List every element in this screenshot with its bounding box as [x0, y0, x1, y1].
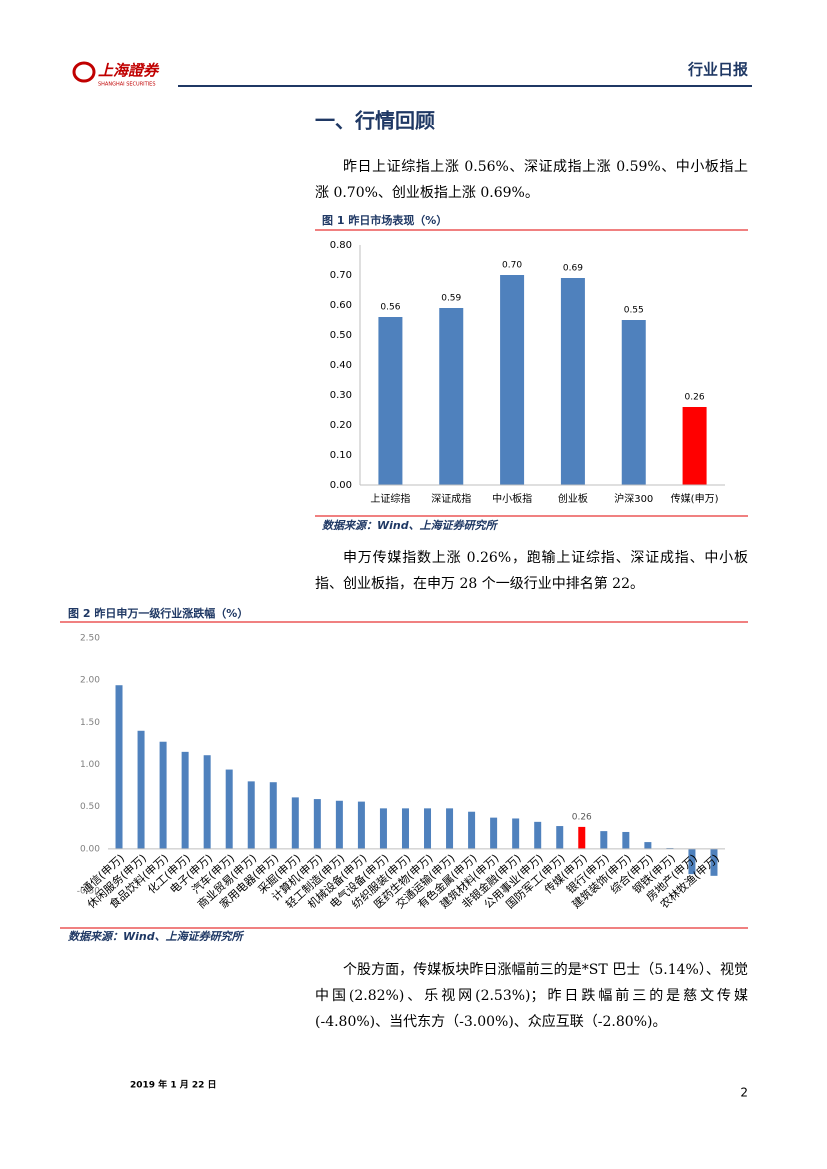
data-label: 0.26	[572, 812, 592, 822]
bar	[269, 782, 277, 849]
bar	[313, 799, 321, 849]
bar	[560, 278, 585, 485]
bar	[688, 848, 696, 875]
figure-source: 数据来源：Wind、上海证券研究所	[322, 519, 499, 532]
y-tick-label: 0.70	[330, 270, 352, 281]
y-tick-label: 0.50	[80, 802, 100, 812]
figure-caption: 图 1 昨日市场表现（%）	[322, 213, 447, 227]
bar	[115, 685, 123, 849]
bar	[710, 848, 718, 876]
footer-date: 2019 年 1 月 22 日	[130, 1079, 217, 1091]
bar	[621, 320, 646, 485]
x-tick-label: 传媒(申万)	[671, 492, 719, 505]
y-tick-label: 0.60	[330, 300, 352, 311]
y-tick-label: 0.10	[330, 450, 352, 461]
bar	[159, 741, 167, 849]
bar	[578, 826, 586, 849]
page-number: 2	[740, 1086, 748, 1100]
logo-subtext: SHANGHAI SECURITIES	[98, 82, 156, 88]
x-tick-label: 上证综指	[370, 492, 410, 505]
y-tick-label: 0.00	[80, 844, 100, 854]
bar	[357, 801, 365, 849]
bar	[401, 808, 409, 849]
logo-text: 上海證券	[98, 62, 160, 80]
x-tick-label: 中小板指	[492, 492, 532, 505]
bar	[446, 808, 454, 849]
x-tick-label: 创业板	[558, 492, 588, 505]
bar	[600, 831, 608, 849]
y-tick-label: 0.50	[330, 330, 352, 341]
bar	[291, 797, 299, 849]
bar	[225, 769, 233, 849]
bar	[534, 821, 542, 849]
data-label: 0.70	[502, 261, 522, 271]
y-tick-label: 0.00	[330, 480, 352, 491]
y-tick-label: -0.50	[77, 887, 101, 897]
bar	[137, 730, 145, 849]
bar	[378, 317, 403, 485]
bar	[644, 842, 652, 849]
figure-caption: 图 2 昨日申万一级行业涨跌幅（%）	[68, 606, 248, 620]
x-tick-label: 沪深300	[614, 492, 653, 505]
y-tick-label: 1.50	[80, 718, 100, 728]
bar	[500, 275, 525, 485]
bar	[203, 755, 211, 849]
y-tick-label: 2.00	[80, 676, 100, 686]
y-tick-label: 0.20	[330, 420, 352, 431]
bar	[512, 818, 520, 849]
report-type: 行业日报	[687, 61, 748, 79]
paragraph: 昨日上证综指上涨 0.56%、深证成指上涨 0.59%、中小板指上涨 0.70%…	[315, 159, 748, 201]
bar	[181, 751, 189, 849]
paragraph: 个股方面，传媒板块昨日涨幅前三的是*ST 巴士（5.14%）、视觉中国(2.82…	[315, 962, 748, 1030]
y-tick-label: 0.40	[330, 360, 352, 371]
y-tick-label: 0.30	[330, 390, 352, 401]
y-tick-label: 2.50	[80, 634, 100, 644]
bar	[682, 407, 707, 485]
figure-source: 数据来源：Wind、上海证券研究所	[68, 930, 245, 943]
data-label: 0.69	[563, 264, 583, 274]
bar	[247, 781, 255, 849]
logo-mark	[72, 61, 96, 83]
section-title: 一、行情回顾	[315, 109, 435, 133]
data-label: 0.56	[380, 303, 400, 313]
bar	[468, 811, 476, 849]
paragraph: 申万传媒指数上涨 0.26%，跑输上证综指、深证成指、中小板指、创业板指，在申万…	[315, 550, 748, 592]
bar	[622, 831, 630, 849]
data-label: 0.55	[624, 306, 644, 316]
bar	[335, 800, 343, 849]
bar	[556, 826, 564, 849]
y-tick-label: 0.80	[330, 240, 352, 251]
y-tick-label: 1.00	[80, 760, 100, 770]
bar	[490, 817, 498, 849]
bar	[379, 808, 387, 849]
x-tick-label: 深证成指	[431, 492, 471, 505]
data-label: 0.59	[441, 294, 461, 304]
data-label: 0.26	[685, 393, 705, 403]
bar	[424, 808, 432, 849]
bar	[439, 308, 464, 485]
